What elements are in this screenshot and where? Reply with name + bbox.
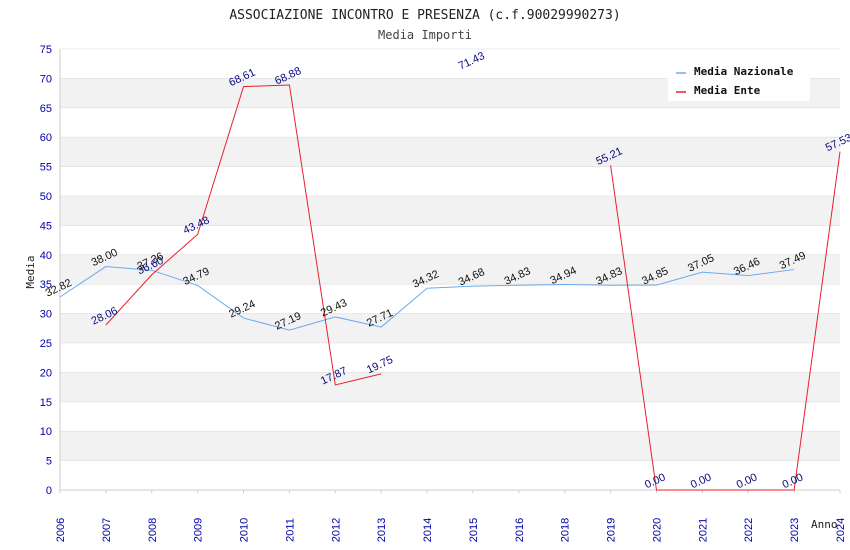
y-tick-label: 5 <box>46 456 52 468</box>
series-line-media-nazionale <box>59 266 795 331</box>
x-tick-label: 2011 <box>284 518 296 542</box>
grid-band <box>60 225 840 255</box>
x-tick-label: 2012 <box>330 518 342 542</box>
x-tick-label: 2010 <box>239 518 251 542</box>
y-tick-label: 25 <box>40 338 52 350</box>
x-tick-label: 2022 <box>743 518 755 542</box>
legend-box <box>668 60 810 101</box>
y-tick-label: 65 <box>40 103 52 115</box>
gridlines <box>60 48 840 491</box>
grid-band <box>60 401 840 432</box>
x-tick-label: 2009 <box>193 518 205 542</box>
x-tick-label: 2016 <box>514 518 526 542</box>
y-tick-label: 40 <box>40 250 52 262</box>
x-tick-label: 2006 <box>55 518 67 542</box>
y-tick-label: 35 <box>40 279 52 291</box>
grid-band <box>60 284 840 314</box>
x-tick-label: 2018 <box>560 518 572 542</box>
grid-band <box>60 107 840 138</box>
plot-background-bands <box>60 49 840 490</box>
x-tick-label: 2013 <box>376 518 388 542</box>
grid-band <box>60 166 840 196</box>
x-tick-label: 2007 <box>101 518 113 542</box>
y-tick-label: 0 <box>46 485 52 497</box>
series-lines <box>59 84 841 491</box>
y-tick-labels: 0 5 10 15 20 25 30 35 40 45 50 55 60 65 70 75 <box>40 44 52 497</box>
x-tick-label: 2008 <box>147 518 159 542</box>
y-tick-label: 30 <box>40 309 52 321</box>
y-tick-label: 55 <box>40 162 52 174</box>
grid-band <box>60 343 840 373</box>
series-line-media-ente <box>105 84 382 386</box>
chart-title: ASSOCIAZIONE INCONTRO E PRESENZA (c.f.90… <box>229 8 620 23</box>
y-tick-label: 70 <box>40 73 52 85</box>
y-tick-label: 15 <box>40 397 52 409</box>
series-line-media-ente <box>610 151 841 491</box>
grid-band <box>60 460 840 490</box>
y-tick-label: 50 <box>40 191 52 203</box>
y-tick-label: 20 <box>40 367 52 379</box>
y-tick-label: 75 <box>40 44 52 56</box>
chart-subtitle: Media Importi <box>378 28 472 42</box>
x-tick-label: 2021 <box>697 518 709 542</box>
y-tick-label: 60 <box>40 132 52 144</box>
y-tick-label: 10 <box>40 426 52 438</box>
x-tick-label: 2024 <box>835 518 847 542</box>
x-axis-label: Anno <box>811 518 838 531</box>
grid-band <box>60 137 840 167</box>
x-tick-label: 2019 <box>606 518 618 542</box>
y-tick-label: 45 <box>40 220 52 232</box>
grid-band <box>60 372 840 402</box>
legend: Media Nazionale Media Ente <box>668 60 810 101</box>
grid-band <box>60 196 840 226</box>
grid-band <box>60 254 840 285</box>
x-tick-label: 2020 <box>651 518 663 542</box>
x-tick-label: 2023 <box>789 518 801 542</box>
x-tick-label: 2015 <box>468 518 480 542</box>
grid-band <box>60 431 840 461</box>
grid-band <box>60 313 840 343</box>
legend-label-media-nazionale: Media Nazionale <box>694 65 794 78</box>
x-tick-label: 2014 <box>422 518 434 542</box>
x-tick-labels: 2006 2007 2008 2009 2010 2011 2012 2013 2014 2015… <box>55 518 847 542</box>
legend-label-media-ente: Media Ente <box>694 84 761 97</box>
y-axis-label: Media <box>24 255 37 288</box>
